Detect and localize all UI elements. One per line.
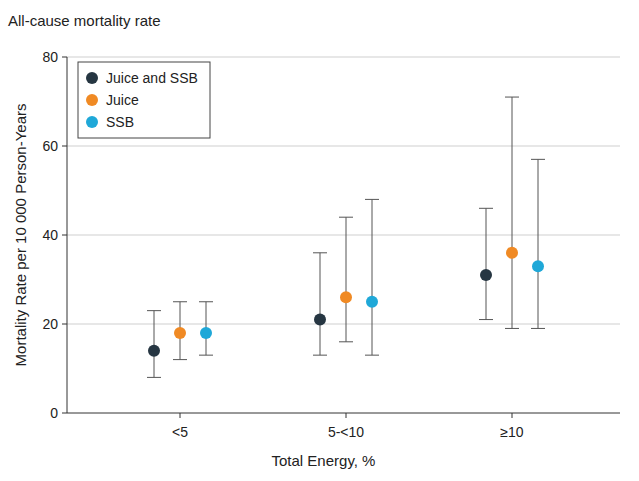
point bbox=[148, 345, 160, 357]
x-axis bbox=[67, 413, 620, 414]
x-tick bbox=[346, 413, 347, 418]
error-bar-cap bbox=[505, 97, 519, 98]
x-axis-label: Total Energy, % bbox=[272, 452, 376, 469]
error-bar-cap bbox=[173, 359, 187, 360]
point bbox=[480, 269, 492, 281]
error-bar-cap bbox=[313, 252, 327, 253]
plot-area bbox=[147, 97, 545, 377]
error-bar-stem bbox=[512, 97, 513, 328]
error-bar bbox=[147, 311, 161, 378]
grid-line bbox=[67, 146, 620, 147]
error-bar-stem bbox=[320, 253, 321, 355]
error-bar bbox=[505, 97, 519, 328]
x-tick bbox=[512, 413, 513, 418]
y-tick bbox=[62, 324, 67, 325]
y-tick bbox=[62, 57, 67, 58]
grid-line bbox=[67, 57, 620, 58]
chart: All-cause mortality rate 0 20 40 60 80 <5 5-<10… bbox=[0, 0, 639, 481]
error-bar-cap bbox=[339, 341, 353, 342]
point bbox=[174, 327, 186, 339]
legend-label: SSB bbox=[106, 114, 134, 130]
x-tick bbox=[180, 413, 181, 418]
error-bar-cap bbox=[365, 199, 379, 200]
legend: Juice and SSB Juice SSB bbox=[78, 62, 210, 138]
legend-box bbox=[78, 62, 210, 138]
y-axis bbox=[67, 57, 68, 413]
error-bar-cap bbox=[365, 355, 379, 356]
y-tick-label: 80 bbox=[42, 49, 58, 65]
point bbox=[366, 296, 378, 308]
grid-line bbox=[67, 324, 620, 325]
error-bar-stem bbox=[372, 199, 373, 355]
error-bar-cap bbox=[147, 310, 161, 311]
x-tick-label: 5-<10 bbox=[328, 424, 364, 440]
error-bar bbox=[339, 217, 353, 342]
error-bar-stem bbox=[154, 311, 155, 378]
x-tick-label: ≥10 bbox=[500, 424, 523, 440]
error-bar bbox=[365, 199, 379, 355]
error-bar-stem bbox=[538, 159, 539, 328]
error-bar bbox=[173, 302, 187, 360]
error-bar-cap bbox=[339, 217, 353, 218]
y-tick-label: 20 bbox=[42, 316, 58, 332]
error-bar-stem bbox=[486, 208, 487, 319]
point bbox=[506, 247, 518, 259]
y-tick-label: 60 bbox=[42, 138, 58, 154]
legend-marker bbox=[86, 116, 98, 128]
error-bar-cap bbox=[531, 328, 545, 329]
error-bar-cap bbox=[531, 159, 545, 160]
error-bar-stem bbox=[346, 217, 347, 342]
x-tick-label: <5 bbox=[172, 424, 188, 440]
y-tick bbox=[62, 413, 67, 414]
legend-label: Juice bbox=[106, 92, 139, 108]
error-bar bbox=[531, 159, 545, 328]
legend-marker bbox=[86, 94, 98, 106]
error-bar-cap bbox=[199, 301, 213, 302]
error-bar-cap bbox=[479, 319, 493, 320]
y-tick-label: 40 bbox=[42, 227, 58, 243]
legend-marker bbox=[86, 72, 98, 84]
y-axis-label: Mortality Rate per 10 000 Person-Years bbox=[12, 104, 29, 367]
point bbox=[314, 314, 326, 326]
error-bar-cap bbox=[199, 355, 213, 356]
point bbox=[532, 260, 544, 272]
error-bar bbox=[479, 208, 493, 319]
y-tick bbox=[62, 235, 67, 236]
error-bar-cap bbox=[147, 377, 161, 378]
y-tick-label: 0 bbox=[50, 405, 58, 421]
error-bar-cap bbox=[505, 328, 519, 329]
point bbox=[200, 327, 212, 339]
error-bar bbox=[199, 302, 213, 355]
error-bar-cap bbox=[313, 355, 327, 356]
legend-label: Juice and SSB bbox=[106, 70, 198, 86]
error-bar-cap bbox=[173, 301, 187, 302]
point bbox=[340, 291, 352, 303]
title: All-cause mortality rate bbox=[8, 12, 161, 29]
error-bar-cap bbox=[479, 208, 493, 209]
grid-line bbox=[67, 235, 620, 236]
error-bar bbox=[313, 253, 327, 355]
y-tick bbox=[62, 146, 67, 147]
